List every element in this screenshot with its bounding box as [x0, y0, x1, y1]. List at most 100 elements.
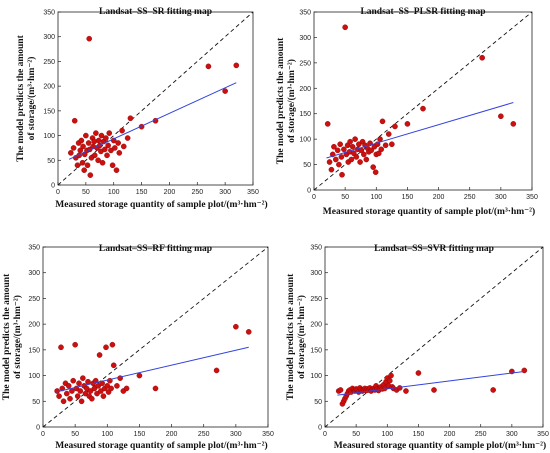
data-point — [337, 387, 344, 393]
plot-frame — [42, 246, 269, 428]
data-point — [81, 167, 87, 173]
data-point — [109, 341, 116, 348]
data-point — [357, 159, 363, 165]
chart-title: Landsat–SS–SR fitting map — [99, 7, 212, 17]
data-point — [112, 145, 118, 151]
y-tick-label: 200 — [28, 322, 40, 329]
y-tick-label: 200 — [43, 84, 55, 91]
x-axis-label: Measured storage quantity of sample plot… — [323, 206, 535, 217]
data-point — [80, 143, 86, 150]
data-point — [379, 118, 386, 125]
x-tick-label: 300 — [506, 431, 518, 438]
y-axis-label-line2: of storage/(m³·hm⁻²) — [286, 59, 297, 143]
plot-frame — [57, 11, 254, 186]
x-tick-label: 200 — [433, 194, 445, 201]
y-tick-label: 100 — [310, 373, 322, 380]
x-tick-label: 0 — [312, 194, 316, 201]
data-point — [403, 388, 409, 394]
data-point — [104, 383, 111, 389]
data-point — [431, 387, 437, 393]
x-tick-label: 250 — [475, 431, 487, 438]
data-point — [498, 113, 504, 120]
regression-line — [55, 346, 249, 393]
y-tick-label: 100 — [299, 137, 311, 144]
x-tick-label: 100 — [370, 194, 382, 201]
x-tick-label: 100 — [381, 431, 393, 438]
data-point — [375, 150, 382, 157]
x-tick-label: 150 — [134, 431, 146, 438]
y-tick-label: 250 — [310, 296, 322, 303]
x-tick-label: 150 — [413, 431, 425, 438]
y-tick-label: 150 — [43, 108, 55, 115]
data-point — [420, 105, 426, 112]
y-axis-label-line2: of storage/(m³·hm⁻²) — [12, 295, 23, 379]
data-point — [116, 150, 123, 156]
regression-line — [337, 370, 525, 396]
y-tick-label: 250 — [299, 60, 311, 67]
y-axis-label-line2: of storage/(m³·hm⁻²) — [296, 295, 307, 379]
data-point — [109, 162, 116, 169]
data-point — [115, 140, 121, 146]
data-point — [68, 150, 74, 156]
plot-frame — [313, 11, 533, 191]
data-point — [377, 136, 383, 142]
data-point — [94, 390, 100, 397]
data-point — [56, 393, 62, 399]
data-point — [98, 388, 104, 394]
data-point — [213, 367, 220, 374]
data-point — [87, 172, 94, 178]
data-point — [103, 344, 109, 351]
data-point — [100, 393, 107, 399]
data-point — [72, 341, 78, 348]
data-point — [108, 385, 114, 392]
data-point — [324, 121, 331, 127]
x-axis-label: Measured storage quantity of sample plot… — [334, 440, 546, 451]
data-point — [127, 115, 134, 122]
data-point — [78, 398, 85, 405]
data-point — [110, 362, 117, 369]
y-tick-label: 50 — [314, 399, 322, 406]
y-tick-label: 0 — [307, 188, 311, 195]
data-point — [98, 132, 105, 139]
data-point — [113, 167, 120, 173]
x-tick-label: 300 — [230, 431, 242, 438]
x-tick-label: 300 — [495, 194, 507, 201]
y-axis-label-line1: The model predicts the amount — [16, 34, 26, 161]
data-point — [82, 390, 89, 397]
data-point — [124, 135, 131, 141]
chart-panel-svr: 0 50 100 150 200 250 300 350 0 50 100 150 200 250 300 3… — [286, 244, 549, 451]
data-point — [385, 131, 392, 137]
y-tick-label: 250 — [43, 59, 55, 66]
data-point — [93, 130, 99, 136]
data-point — [347, 138, 353, 145]
data-point — [77, 147, 84, 154]
plot-frame — [324, 246, 544, 428]
data-point — [104, 152, 110, 159]
chart-title: Landsat–SS–RF fitting map — [99, 244, 212, 254]
data-point — [510, 121, 517, 127]
y-tick-label: 0 — [318, 425, 322, 432]
data-point — [84, 162, 91, 169]
data-point — [349, 143, 356, 150]
data-point — [60, 398, 67, 405]
y-tick-label: 0 — [36, 425, 40, 432]
data-point — [85, 140, 92, 146]
y-tick-label: 300 — [28, 270, 40, 277]
data-point — [63, 390, 70, 397]
data-point — [95, 157, 101, 164]
x-tick-label: 0 — [41, 431, 45, 438]
data-point — [352, 136, 358, 142]
data-point — [74, 393, 81, 399]
data-point — [337, 141, 343, 148]
data-point — [65, 383, 72, 389]
data-point — [106, 130, 113, 136]
chart-panel-rf: 0 50 100 150 200 250 300 350 0 50 100 150 200 250 300 3… — [2, 244, 274, 451]
data-point — [331, 143, 337, 150]
data-point — [79, 159, 86, 166]
data-point — [382, 142, 389, 149]
y-tick-label: 350 — [43, 10, 55, 17]
y-tick-label: 0 — [51, 183, 55, 190]
data-point — [105, 142, 111, 149]
chart-panel-sr: 0 50 100 150 200 250 300 350 0 50 100 150 200 250 300 3… — [16, 7, 268, 210]
y-tick-label: 350 — [299, 10, 311, 17]
